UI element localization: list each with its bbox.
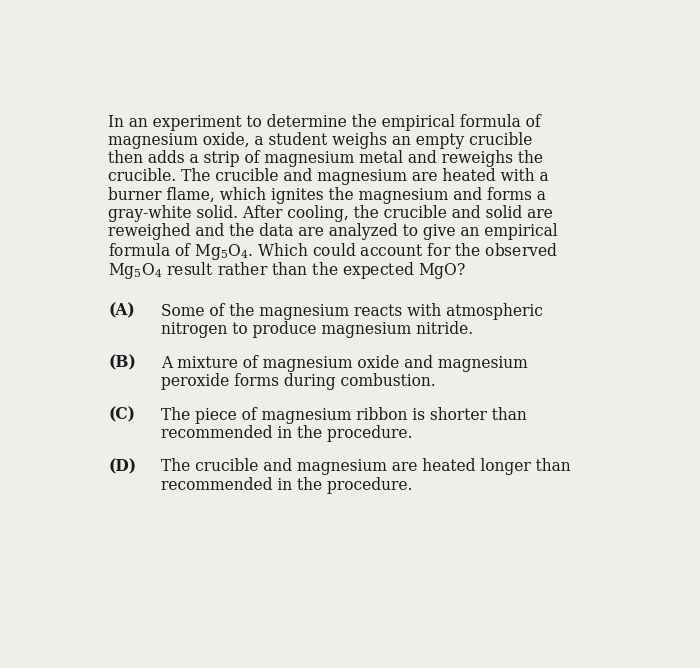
Text: reweighed and the data are analyzed to give an empirical: reweighed and the data are analyzed to g… <box>108 223 558 240</box>
Text: The crucible and magnesium are heated longer than: The crucible and magnesium are heated lo… <box>161 458 570 476</box>
Text: The piece of magnesium ribbon is shorter than: The piece of magnesium ribbon is shorter… <box>161 407 526 424</box>
Text: recommended in the procedure.: recommended in the procedure. <box>161 425 412 442</box>
Text: (B): (B) <box>108 355 136 371</box>
Text: Mg$_5$O$_4$ result rather than the expected MgO?: Mg$_5$O$_4$ result rather than the expec… <box>108 260 466 281</box>
Text: gray-white solid. After cooling, the crucible and solid are: gray-white solid. After cooling, the cru… <box>108 205 553 222</box>
Text: recommended in the procedure.: recommended in the procedure. <box>161 477 412 494</box>
Text: (A): (A) <box>108 303 135 319</box>
Text: A mixture of magnesium oxide and magnesium: A mixture of magnesium oxide and magnesi… <box>161 355 528 371</box>
Text: peroxide forms during combustion.: peroxide forms during combustion. <box>161 373 435 390</box>
Text: formula of Mg$_5$O$_4$. Which could account for the observed: formula of Mg$_5$O$_4$. Which could acco… <box>108 241 558 263</box>
Text: magnesium oxide, a student weighs an empty crucible: magnesium oxide, a student weighs an emp… <box>108 132 533 149</box>
Text: (D): (D) <box>108 458 136 476</box>
Text: burner flame, which ignites the magnesium and forms a: burner flame, which ignites the magnesiu… <box>108 186 546 204</box>
Text: nitrogen to produce magnesium nitride.: nitrogen to produce magnesium nitride. <box>161 321 473 338</box>
Text: Some of the magnesium reacts with atmospheric: Some of the magnesium reacts with atmosp… <box>161 303 542 319</box>
Text: crucible. The crucible and magnesium are heated with a: crucible. The crucible and magnesium are… <box>108 168 549 186</box>
Text: (C): (C) <box>108 407 135 424</box>
Text: In an experiment to determine the empirical formula of: In an experiment to determine the empiri… <box>108 114 540 130</box>
Text: then adds a strip of magnesium metal and reweighs the: then adds a strip of magnesium metal and… <box>108 150 543 167</box>
